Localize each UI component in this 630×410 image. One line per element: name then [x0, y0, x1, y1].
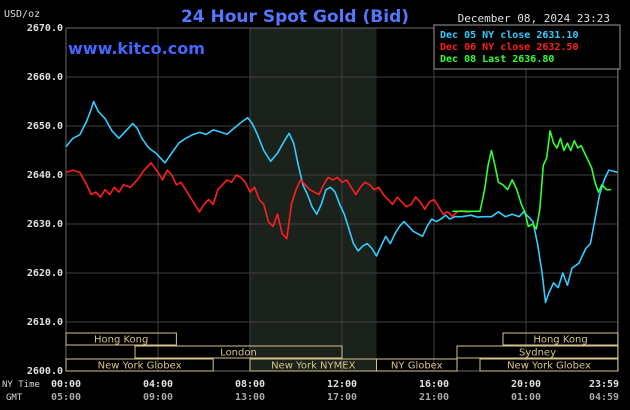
session-label: Sydney [519, 348, 556, 359]
y-tick-label: 2640.0 [27, 170, 63, 181]
session-label: New York NYMEX [271, 361, 356, 372]
x-tick-label-gmt: 05:00 [51, 392, 81, 403]
session-box [65, 332, 177, 346]
session-label: Hong Kong [94, 335, 148, 346]
session-label: New York Globex [507, 361, 591, 372]
x-tick-label-ny: 23:59 [589, 379, 619, 390]
y-tick-label: 2600.0 [27, 366, 63, 377]
session-box [376, 358, 458, 372]
x-tick-label-gmt: 04:59 [589, 392, 619, 403]
legend-item-dec06: Dec 06 NY close 2632.50 [440, 42, 578, 53]
y-tick-label: 2630.0 [27, 219, 63, 230]
session-label: Hong Kong [533, 335, 587, 346]
y-tick-label: 2620.0 [27, 268, 63, 279]
legend: Dec 05 NY close 2631.10 Dec 06 NY close … [433, 24, 621, 70]
plot-area: 2600.0 2610.0 2620.0 2630.0 2640.0 2650.0 2660… [27, 23, 619, 403]
x-tick-label-ny: 04:00 [143, 379, 173, 390]
series-line-0 [65, 100, 618, 304]
y-tick-label: 2660.0 [27, 72, 63, 83]
session-box [479, 358, 619, 372]
legend-item-dec05: Dec 05 NY close 2631.10 [440, 30, 578, 41]
gmt-label: GMT [6, 393, 23, 403]
x-tick-label-ny: 12:00 [327, 379, 357, 390]
y-tick-label: 2670.0 [27, 23, 63, 34]
x-tick-label-ny: 20:00 [511, 379, 541, 390]
session-box [65, 358, 214, 372]
x-tick-label-gmt: 17:00 [327, 392, 357, 403]
x-tick-label-ny: 16:00 [419, 379, 449, 390]
session-box [502, 332, 619, 346]
x-tick-label-gmt: 13:00 [235, 392, 265, 403]
y-tick-label: 2610.0 [27, 317, 63, 328]
session-label: New York Globex [98, 361, 182, 372]
x-tick-label-ny: 08:00 [235, 379, 265, 390]
session-label: London [220, 348, 257, 359]
nymex-highlight-band [250, 28, 377, 371]
x-tick-label-gmt: 01:00 [511, 392, 541, 403]
legend-item-dec08: Dec 08 Last 2636.80 [440, 54, 554, 65]
kitco-watermark: www.kitco.com [68, 39, 205, 58]
x-tick-label-gmt: 09:00 [143, 392, 173, 403]
y-tick-label: 2650.0 [27, 121, 63, 132]
legend-box [433, 24, 621, 70]
chart-title: 24 Hour Spot Gold (Bid) [181, 7, 409, 27]
session-box [134, 345, 343, 359]
timestamp-label: December 08, 2024 23:23 [458, 12, 610, 25]
y-unit-label: USD/oz [4, 9, 40, 20]
ny-time-label: NY Time [2, 380, 40, 390]
x-tick-label-gmt: 21:00 [419, 392, 449, 403]
session-label: NY Globex [391, 361, 443, 372]
series-line-1 [65, 162, 471, 240]
series-line-2 [452, 130, 612, 230]
x-tick-label-ny: 00:00 [51, 379, 81, 390]
session-box [456, 345, 619, 359]
